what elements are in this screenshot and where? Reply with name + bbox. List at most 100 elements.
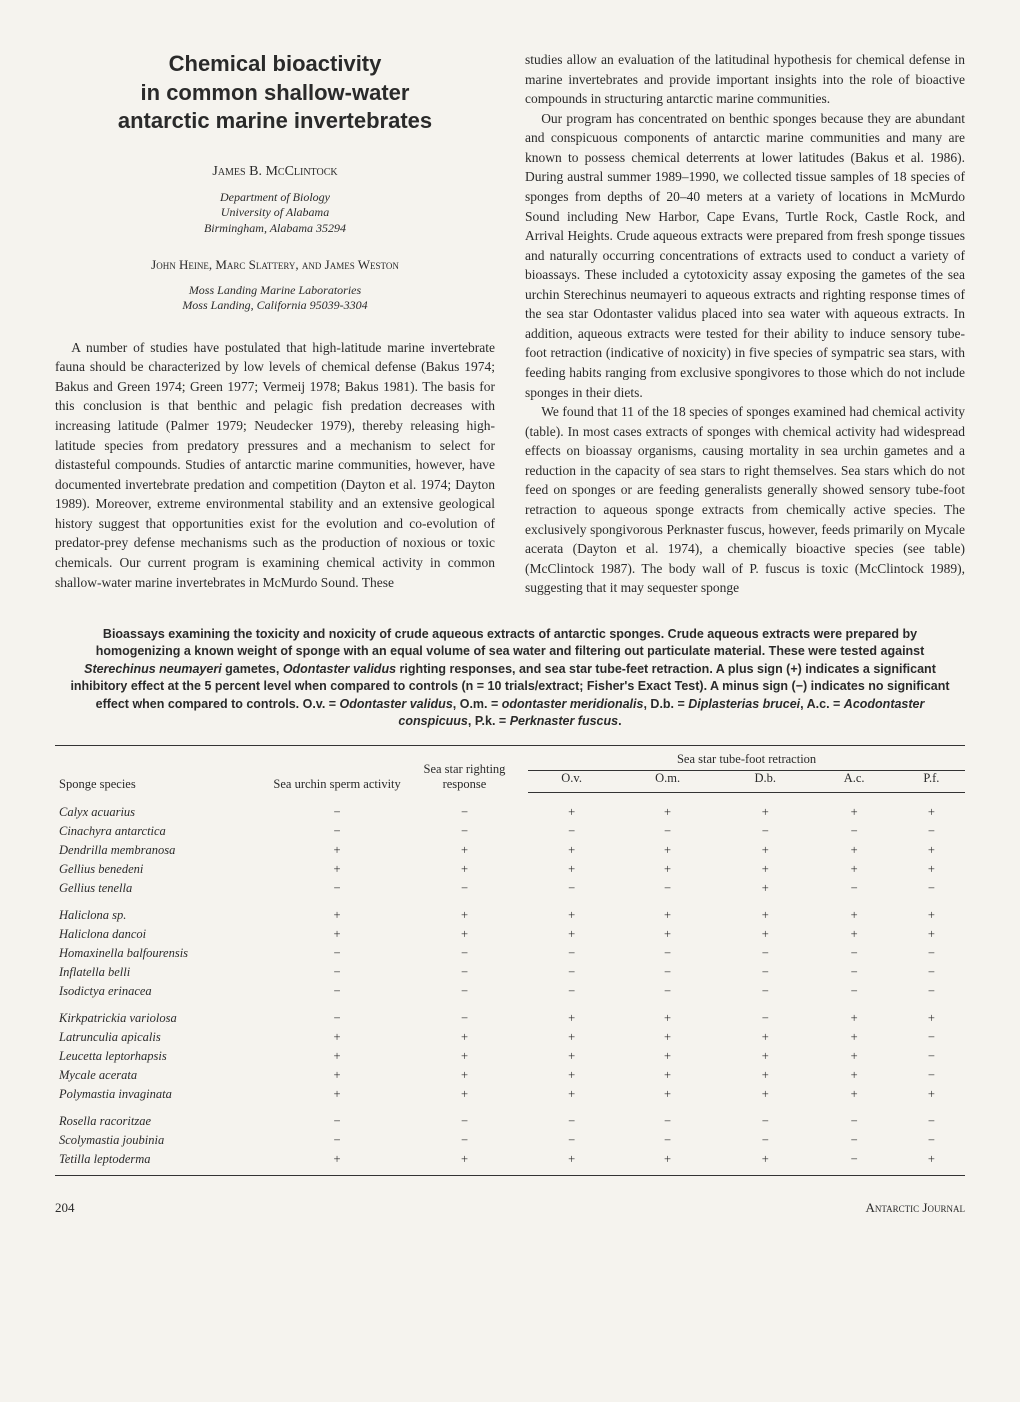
cell-ac: + <box>810 1047 897 1066</box>
cell-ov: + <box>528 1001 615 1028</box>
cell-species: Leucetta leptorhapsis <box>55 1047 273 1066</box>
cell-pf: − <box>898 822 965 841</box>
cell-urchin: − <box>273 963 400 982</box>
cell-species: Inflatella belli <box>55 963 273 982</box>
cell-pf: + <box>898 860 965 879</box>
table-body: Calyx acuarius−−+++++Cinachyra antarctic… <box>55 792 965 1175</box>
cell-om: + <box>615 1066 720 1085</box>
cell-species: Kirkpatrickia variolosa <box>55 1001 273 1028</box>
cell-ov: + <box>528 925 615 944</box>
cell-urchin: − <box>273 792 400 822</box>
table-row: Homaxinella balfourensis−−−−−−− <box>55 944 965 963</box>
cell-species: Mycale acerata <box>55 1066 273 1085</box>
affiliation-2-line-1: Moss Landing Marine Laboratories <box>189 283 361 297</box>
cell-urchin: + <box>273 1066 400 1085</box>
caption-text-7: , P.k. = <box>468 714 510 728</box>
paragraph-4: We found that 11 of the 18 species of sp… <box>525 402 965 598</box>
cell-urchin: − <box>273 1001 400 1028</box>
cell-om: − <box>615 1104 720 1131</box>
cell-urchin: + <box>273 1150 400 1176</box>
cell-star: − <box>401 963 528 982</box>
cell-star: − <box>401 1104 528 1131</box>
table-row: Gellius tenella−−−−+−− <box>55 879 965 898</box>
cell-ac: − <box>810 944 897 963</box>
cell-species: Scolymastia joubinia <box>55 1131 273 1150</box>
cell-urchin: − <box>273 982 400 1001</box>
cell-db: + <box>720 1028 810 1047</box>
cell-pf: + <box>898 1085 965 1104</box>
cell-species: Haliclona sp. <box>55 898 273 925</box>
table-row: Tetilla leptoderma+++++−+ <box>55 1150 965 1176</box>
cell-star: + <box>401 925 528 944</box>
authors-secondary: John Heine, Marc Slattery, and James Wes… <box>55 257 495 273</box>
cell-om: − <box>615 879 720 898</box>
cell-ac: + <box>810 792 897 822</box>
caption-italic-5: Diplasterias brucei <box>688 697 800 711</box>
cell-ac: + <box>810 1085 897 1104</box>
cell-species: Homaxinella balfourensis <box>55 944 273 963</box>
header-pf: P.f. <box>898 770 965 792</box>
cell-db: + <box>720 1085 810 1104</box>
cell-ac: − <box>810 1150 897 1176</box>
caption-text-2: gametes, <box>222 662 283 676</box>
cell-species: Calyx acuarius <box>55 792 273 822</box>
cell-star: − <box>401 792 528 822</box>
cell-db: − <box>720 822 810 841</box>
paragraph-1: A number of studies have postulated that… <box>55 338 495 592</box>
cell-star: + <box>401 898 528 925</box>
cell-species: Polymastia invaginata <box>55 1085 273 1104</box>
cell-ov: + <box>528 792 615 822</box>
cell-species: Gellius benedeni <box>55 860 273 879</box>
cell-star: − <box>401 879 528 898</box>
cell-db: + <box>720 860 810 879</box>
cell-ov: − <box>528 1131 615 1150</box>
cell-db: − <box>720 944 810 963</box>
cell-star: − <box>401 944 528 963</box>
table-row: Kirkpatrickia variolosa−−++−++ <box>55 1001 965 1028</box>
cell-star: + <box>401 1028 528 1047</box>
cell-om: + <box>615 1028 720 1047</box>
cell-pf: − <box>898 1028 965 1047</box>
title-line-3: antarctic marine invertebrates <box>118 108 432 133</box>
cell-om: + <box>615 1150 720 1176</box>
cell-pf: + <box>898 841 965 860</box>
caption-italic-2: Odontaster validus <box>283 662 396 676</box>
cell-species: Latrunculia apicalis <box>55 1028 273 1047</box>
cell-star: − <box>401 822 528 841</box>
cell-om: − <box>615 963 720 982</box>
cell-ac: + <box>810 860 897 879</box>
cell-species: Isodictya erinacea <box>55 982 273 1001</box>
cell-pf: − <box>898 944 965 963</box>
cell-db: + <box>720 1047 810 1066</box>
cell-db: + <box>720 925 810 944</box>
cell-ac: + <box>810 898 897 925</box>
cell-om: + <box>615 792 720 822</box>
affiliation-1-line-2: University of Alabama <box>221 205 329 219</box>
affiliation-2-line-2: Moss Landing, California 95039-3304 <box>182 298 367 312</box>
journal-name: Antarctic Journal <box>866 1200 965 1216</box>
page-footer: 204 Antarctic Journal <box>55 1200 965 1216</box>
cell-ov: + <box>528 1028 615 1047</box>
caption-italic-3: Odontaster validus <box>340 697 453 711</box>
author-main: James B. McClintock <box>55 164 495 180</box>
caption-italic-7: Perknaster fuscus <box>510 714 618 728</box>
cell-ac: + <box>810 1001 897 1028</box>
cell-ov: − <box>528 944 615 963</box>
page-number: 204 <box>55 1200 75 1216</box>
cell-ov: + <box>528 1150 615 1176</box>
header-om: O.m. <box>615 770 720 792</box>
cell-urchin: + <box>273 898 400 925</box>
cell-om: − <box>615 822 720 841</box>
cell-ac: − <box>810 1104 897 1131</box>
cell-star: − <box>401 982 528 1001</box>
cell-urchin: − <box>273 944 400 963</box>
cell-ov: − <box>528 879 615 898</box>
cell-pf: − <box>898 879 965 898</box>
cell-ac: + <box>810 1066 897 1085</box>
cell-ov: + <box>528 841 615 860</box>
header-db: D.b. <box>720 770 810 792</box>
cell-ov: − <box>528 982 615 1001</box>
cell-urchin: − <box>273 1131 400 1150</box>
cell-db: − <box>720 1001 810 1028</box>
caption-italic-4: odontaster meridionalis <box>502 697 644 711</box>
